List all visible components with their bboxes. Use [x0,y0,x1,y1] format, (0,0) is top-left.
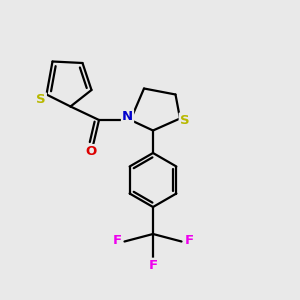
Text: N: N [122,110,133,123]
Text: F: F [112,234,122,247]
Text: F: F [184,234,194,247]
Text: S: S [36,93,46,106]
Text: F: F [148,259,158,272]
Text: S: S [180,113,189,127]
Text: O: O [86,145,97,158]
